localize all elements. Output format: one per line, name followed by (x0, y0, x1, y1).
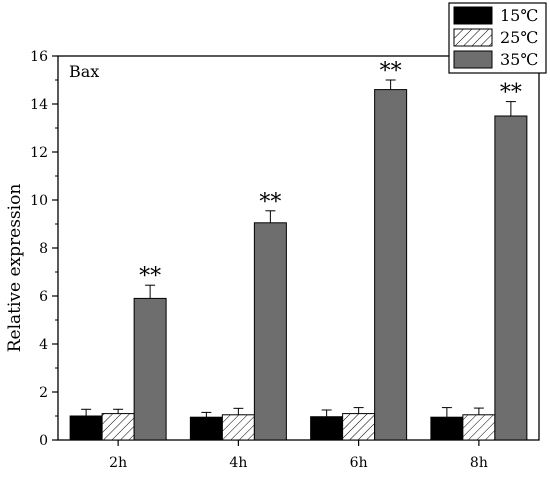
x-tick-label: 8h (470, 455, 488, 471)
bar-35℃-8h (494, 115, 528, 441)
legend: 15℃ 25℃ 35℃ (448, 2, 547, 74)
significance-label: ** (500, 81, 522, 106)
x-tick-label: 6h (350, 455, 368, 471)
plot-frame (57, 55, 540, 441)
error-bars (81, 79, 516, 418)
bar-15℃-4h (189, 416, 223, 441)
bar-25℃-6h (342, 413, 376, 441)
x-tick-label: 2h (109, 455, 127, 471)
legend-swatch (453, 28, 493, 47)
y-axis: 0 2 4 6 8 10 12 14 16 (30, 49, 58, 449)
bar-35℃-4h (253, 222, 287, 441)
y-tick-label: 8 (39, 241, 48, 257)
bar-15℃-6h (310, 416, 344, 441)
y-axis-title: Relative expression (5, 184, 25, 353)
y-tick-label: 12 (30, 145, 48, 161)
y-tick-label: 6 (39, 289, 48, 305)
significance-label: ** (139, 264, 161, 289)
bars (69, 89, 528, 441)
significance-label: ** (259, 190, 281, 215)
y-tick-label: 0 (39, 433, 48, 449)
bar-15℃-2h (69, 415, 103, 441)
bar-35℃-2h (133, 297, 167, 441)
panel-label: Bax (69, 62, 99, 81)
x-tick-label: 4h (229, 455, 247, 471)
bar-15℃-8h (430, 416, 464, 441)
bar-25℃-4h (221, 414, 255, 441)
legend-label: 25℃ (500, 28, 538, 47)
y-tick-label: 16 (30, 49, 48, 65)
y-tick-label: 10 (30, 193, 48, 209)
legend-label: 35℃ (500, 50, 538, 69)
bar-25℃-8h (462, 414, 496, 441)
x-axis: 2h 4h 6h 8h (109, 440, 488, 471)
bar-25℃-2h (101, 413, 135, 441)
legend-swatch (453, 6, 493, 25)
y-tick-label: 14 (30, 97, 48, 113)
significance-labels: ** ** ** ** (139, 59, 522, 289)
y-tick-label: 4 (39, 337, 48, 353)
significance-label: ** (380, 59, 402, 84)
y-tick-label: 2 (39, 385, 48, 401)
legend-swatch (453, 50, 493, 69)
legend-label: 15℃ (500, 6, 538, 25)
bar-35℃-6h (374, 89, 408, 441)
